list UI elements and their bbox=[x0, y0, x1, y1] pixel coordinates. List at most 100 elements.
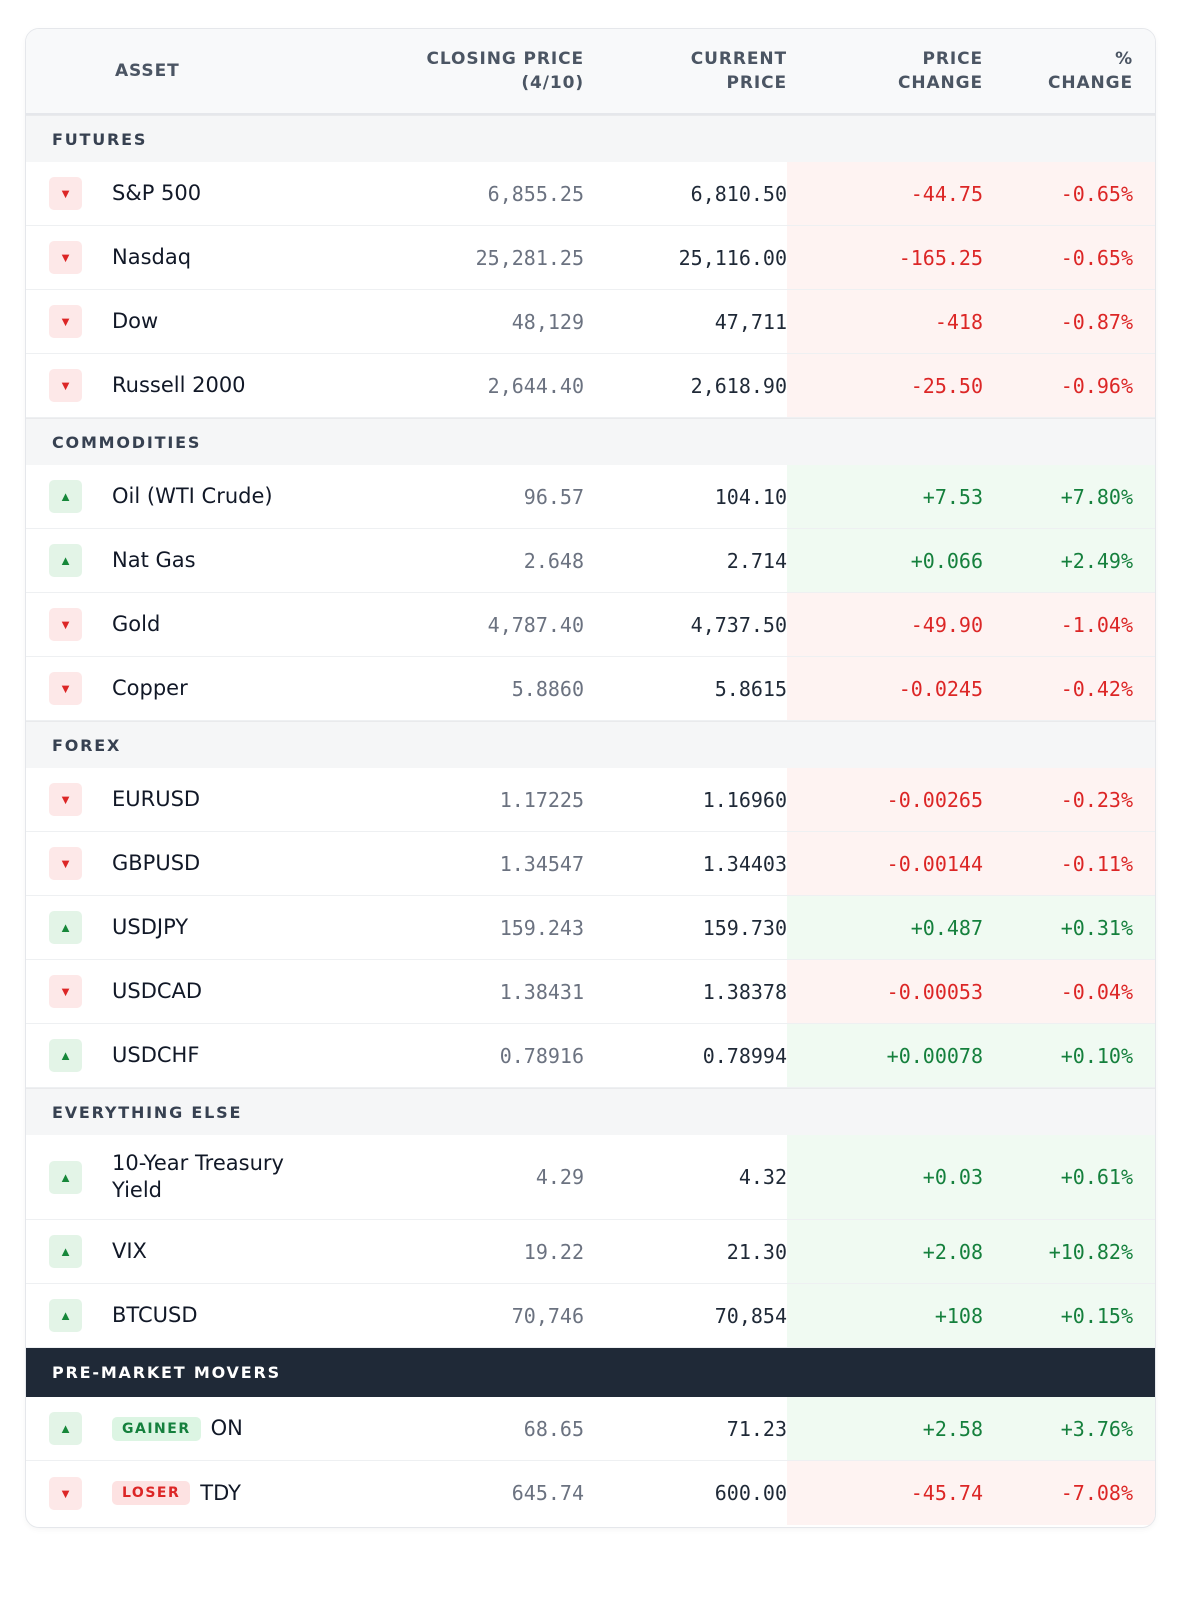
down-arrow-icon: ▼ bbox=[49, 847, 82, 880]
header-asset-label: ASSET bbox=[115, 61, 180, 81]
up-arrow-icon: ▲ bbox=[49, 1235, 82, 1268]
price-change: -45.74 bbox=[787, 1461, 983, 1525]
pct-change: -0.65% bbox=[983, 162, 1155, 225]
table-row[interactable]: ▲ USDCHF 0.78916 0.78994 +0.00078 +0.10% bbox=[26, 1024, 1155, 1088]
down-arrow-icon: ▼ bbox=[49, 177, 82, 210]
asset-name: Nat Gas bbox=[112, 548, 196, 572]
table-row[interactable]: ▼ USDCAD 1.38431 1.38378 -0.00053 -0.04% bbox=[26, 960, 1155, 1024]
price-change: -418 bbox=[787, 290, 983, 353]
table-row[interactable]: ▲ GAINER ON 68.65 71.23 +2.58 +3.76% bbox=[26, 1397, 1155, 1461]
pct-change: -1.04% bbox=[983, 593, 1155, 656]
current-price: 2,618.90 bbox=[690, 373, 787, 398]
header-closing-line1: CLOSING PRICE bbox=[426, 49, 584, 69]
asset-cell: VIX bbox=[109, 1220, 384, 1283]
table-row[interactable]: ▲ Oil (WTI Crude) 96.57 104.10 +7.53 +7.… bbox=[26, 465, 1155, 529]
pct-change: +10.82% bbox=[983, 1220, 1155, 1283]
current-price: 4.32 bbox=[738, 1165, 787, 1189]
section-header: FOREX bbox=[26, 721, 1155, 768]
current-price: 5.8615 bbox=[714, 676, 787, 701]
up-arrow-icon: ▲ bbox=[49, 1299, 82, 1332]
table-body: FUTURES ▼ S&P 500 6,855.25 6,810.50 -44.… bbox=[26, 115, 1155, 1525]
asset-cell: USDCAD bbox=[109, 960, 384, 1023]
current-price: 71.23 bbox=[726, 1416, 787, 1441]
direction-cell: ▼ bbox=[26, 162, 109, 225]
price-change: +2.58 bbox=[787, 1397, 983, 1460]
direction-cell: ▼ bbox=[26, 960, 109, 1023]
asset-cell: Copper bbox=[109, 657, 384, 720]
price-change: -44.75 bbox=[787, 162, 983, 225]
up-arrow-icon: ▲ bbox=[49, 1412, 82, 1445]
table-row[interactable]: ▲ USDJPY 159.243 159.730 +0.487 +0.31% bbox=[26, 896, 1155, 960]
price-change: +0.03 bbox=[787, 1135, 983, 1219]
price-change: +108 bbox=[787, 1284, 983, 1347]
down-arrow-icon: ▼ bbox=[49, 672, 82, 705]
direction-cell: ▼ bbox=[26, 226, 109, 289]
price-change: -165.25 bbox=[787, 226, 983, 289]
table-row[interactable]: ▲ VIX 19.22 21.30 +2.08 +10.82% bbox=[26, 1220, 1155, 1284]
current-price: 1.16960 bbox=[702, 787, 787, 812]
price-change: +0.00078 bbox=[787, 1024, 983, 1087]
table-row[interactable]: ▼ Dow 48,129 47,711 -418 -0.87% bbox=[26, 290, 1155, 354]
current-price: 600.00 bbox=[714, 1481, 787, 1505]
direction-cell: ▲ bbox=[26, 529, 109, 592]
closing-price: 1.17225 bbox=[499, 787, 584, 812]
table-row[interactable]: ▲ 10-Year Treasury Yield 4.29 4.32 +0.03… bbox=[26, 1135, 1155, 1220]
asset-name: Gold bbox=[112, 612, 161, 636]
gainer-badge: GAINER bbox=[112, 1416, 201, 1441]
header-pct-change-line2: CHANGE bbox=[1047, 73, 1133, 93]
asset-cell: Gold bbox=[109, 593, 384, 656]
header-closing-line2: (4/10) bbox=[521, 73, 584, 93]
down-arrow-icon: ▼ bbox=[49, 975, 82, 1008]
direction-cell: ▼ bbox=[26, 768, 109, 831]
asset-name: S&P 500 bbox=[112, 181, 202, 205]
current-price: 4,737.50 bbox=[690, 612, 787, 637]
asset-cell: 10-Year Treasury Yield bbox=[109, 1135, 384, 1219]
table-row[interactable]: ▲ Nat Gas 2.648 2.714 +0.066 +2.49% bbox=[26, 529, 1155, 593]
pct-change: -0.87% bbox=[983, 290, 1155, 353]
pct-change: -7.08% bbox=[983, 1461, 1155, 1525]
table-row[interactable]: ▼ S&P 500 6,855.25 6,810.50 -44.75 -0.65… bbox=[26, 162, 1155, 226]
header-current-line1: CURRENT bbox=[690, 49, 787, 69]
pct-change: +7.80% bbox=[983, 465, 1155, 528]
price-change: -49.90 bbox=[787, 593, 983, 656]
current-price: 25,116.00 bbox=[678, 245, 787, 270]
closing-price: 25,281.25 bbox=[475, 245, 584, 270]
down-arrow-icon: ▼ bbox=[49, 369, 82, 402]
header-price-change-line2: CHANGE bbox=[897, 73, 983, 93]
header-current-price: CURRENT PRICE bbox=[584, 47, 787, 95]
asset-name: Oil (WTI Crude) bbox=[112, 484, 273, 508]
table-row[interactable]: ▼ GBPUSD 1.34547 1.34403 -0.00144 -0.11% bbox=[26, 832, 1155, 896]
table-row[interactable]: ▼ EURUSD 1.17225 1.16960 -0.00265 -0.23% bbox=[26, 768, 1155, 832]
up-arrow-icon: ▲ bbox=[49, 544, 82, 577]
current-price: 6,810.50 bbox=[690, 181, 787, 206]
direction-cell: ▲ bbox=[26, 465, 109, 528]
current-price: 21.30 bbox=[726, 1239, 787, 1264]
pct-change: +0.15% bbox=[983, 1284, 1155, 1347]
asset-cell: LOSER TDY bbox=[109, 1461, 384, 1525]
asset-cell: EURUSD bbox=[109, 768, 384, 831]
closing-price: 4,787.40 bbox=[487, 612, 584, 637]
table-row[interactable]: ▼ Gold 4,787.40 4,737.50 -49.90 -1.04% bbox=[26, 593, 1155, 657]
up-arrow-icon: ▲ bbox=[49, 1160, 82, 1194]
table-row[interactable]: ▼ LOSER TDY 645.74 600.00 -45.74 -7.08% bbox=[26, 1461, 1155, 1525]
current-price: 104.10 bbox=[714, 484, 787, 509]
asset-cell: Dow bbox=[109, 290, 384, 353]
current-price: 47,711 bbox=[714, 309, 787, 334]
asset-cell: Nasdaq bbox=[109, 226, 384, 289]
pct-change: -0.42% bbox=[983, 657, 1155, 720]
table-row[interactable]: ▼ Nasdaq 25,281.25 25,116.00 -165.25 -0.… bbox=[26, 226, 1155, 290]
price-change: -0.00053 bbox=[787, 960, 983, 1023]
asset-name: USDCAD bbox=[112, 979, 203, 1003]
asset-cell: Oil (WTI Crude) bbox=[109, 465, 384, 528]
table-row[interactable]: ▼ Russell 2000 2,644.40 2,618.90 -25.50 … bbox=[26, 354, 1155, 418]
direction-cell: ▼ bbox=[26, 593, 109, 656]
asset-name: BTCUSD bbox=[112, 1303, 198, 1327]
direction-cell: ▲ bbox=[26, 896, 109, 959]
pct-change: -0.96% bbox=[983, 354, 1155, 417]
section-header: EVERYTHING ELSE bbox=[26, 1088, 1155, 1135]
table-row[interactable]: ▼ Copper 5.8860 5.8615 -0.0245 -0.42% bbox=[26, 657, 1155, 721]
table-row[interactable]: ▲ BTCUSD 70,746 70,854 +108 +0.15% bbox=[26, 1284, 1155, 1348]
asset-name: USDCHF bbox=[112, 1043, 200, 1067]
direction-cell: ▼ bbox=[26, 354, 109, 417]
pct-change: -0.65% bbox=[983, 226, 1155, 289]
